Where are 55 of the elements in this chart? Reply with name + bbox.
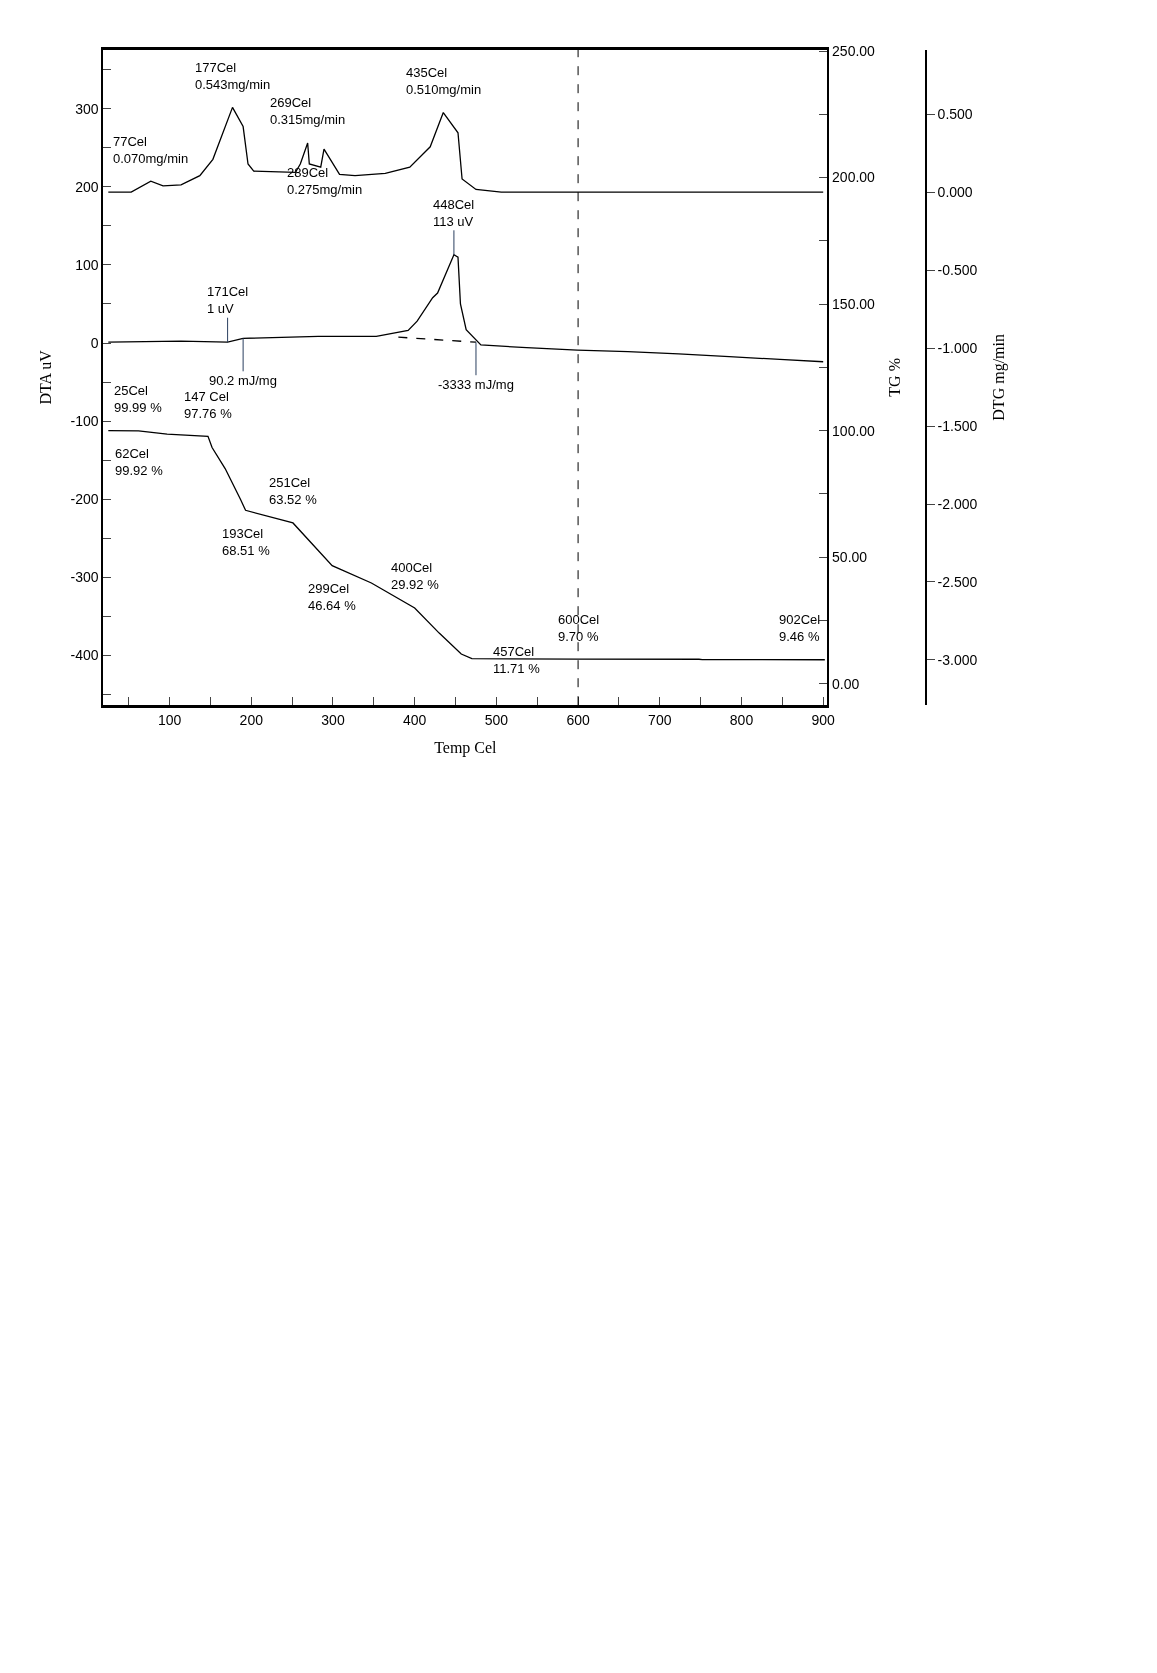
y3-tick-label: 0.500 bbox=[937, 105, 973, 122]
annotation: 269Cel 0.315mg/min bbox=[270, 95, 346, 127]
annotation: 251Cel 63.52 % bbox=[269, 475, 318, 507]
annotation: 62Cel 99.92 % bbox=[115, 446, 164, 478]
y3-tick-label: -3.000 bbox=[937, 651, 978, 668]
x-tick-label: 600 bbox=[566, 712, 590, 728]
y-tick-label: -300 bbox=[70, 569, 99, 586]
x-axis-title: Temp Cel bbox=[434, 738, 498, 757]
y-tick-label: 100 bbox=[75, 256, 99, 273]
annotation: 171Cel 1 uV bbox=[207, 284, 249, 316]
annotation: 457Cel 11.71 % bbox=[493, 644, 541, 676]
annotation: 25Cel 99.99 % bbox=[114, 383, 163, 415]
annotation: 299Cel 46.64 % bbox=[308, 581, 357, 613]
y2-tick-label: 200.00 bbox=[832, 169, 876, 186]
y2-tick-label: 100.00 bbox=[832, 422, 876, 439]
y3-tick-label: 0.000 bbox=[937, 183, 973, 200]
x-tick-label: 400 bbox=[403, 712, 427, 728]
annotation: 147 Cel 97.76 % bbox=[184, 389, 233, 421]
y-tick-label: 200 bbox=[75, 178, 99, 195]
annotation: 435Cel 0.510mg/min bbox=[406, 65, 482, 97]
y2-tick-label: 150.00 bbox=[832, 295, 876, 312]
annotation: 448Cel 113 uV bbox=[433, 197, 475, 229]
y-tick-label: -400 bbox=[70, 647, 99, 664]
y-tick-label: -200 bbox=[70, 491, 99, 508]
annotation: 600Cel 9.70 % bbox=[558, 612, 600, 644]
x-tick-label: 800 bbox=[729, 712, 754, 728]
y3-tick-label: -1.000 bbox=[937, 339, 978, 356]
annotation: 193Cel 68.51 % bbox=[222, 526, 271, 558]
y-tick-label: 300 bbox=[75, 100, 99, 117]
annotation: -3333 mJ/mg bbox=[438, 377, 514, 392]
annotation: 289Cel 0.275mg/min bbox=[287, 165, 363, 197]
y-tick-label: 0 bbox=[90, 334, 99, 351]
annotation: 90.2 mJ/mg bbox=[209, 373, 277, 388]
y3-tick-label: -0.500 bbox=[937, 261, 978, 278]
annotation: 400Cel 29.92 % bbox=[391, 560, 440, 592]
x-tick-label: 700 bbox=[648, 712, 672, 728]
y3-axis-title: DTG mg/min bbox=[989, 334, 1008, 421]
y3-tick-label: -2.500 bbox=[937, 573, 978, 590]
annotation: 177Cel 0.543mg/min bbox=[195, 60, 271, 92]
x-tick-label: 300 bbox=[321, 712, 345, 728]
y2-tick-label: 250.00 bbox=[832, 42, 876, 59]
annotation: 902Cel 9.46 % bbox=[779, 612, 821, 644]
y2-tick-label: 50.00 bbox=[832, 549, 868, 566]
y2-tick-label: 0.00 bbox=[832, 675, 860, 692]
x-tick-label: 200 bbox=[239, 712, 264, 728]
x-tick-label: 100 bbox=[157, 712, 182, 728]
y-tick-label: -100 bbox=[70, 412, 99, 429]
y3-tick-label: -1.500 bbox=[937, 417, 978, 434]
annotation: 77Cel 0.070mg/min bbox=[113, 134, 189, 166]
y2-axis-title: TG % bbox=[886, 358, 904, 397]
x-tick-label: 900 bbox=[811, 712, 836, 728]
y-axis-title: DTA uV bbox=[36, 349, 54, 405]
y3-tick-label: -2.000 bbox=[937, 495, 978, 512]
x-tick-label: 500 bbox=[484, 712, 509, 728]
line-series bbox=[107, 254, 824, 363]
